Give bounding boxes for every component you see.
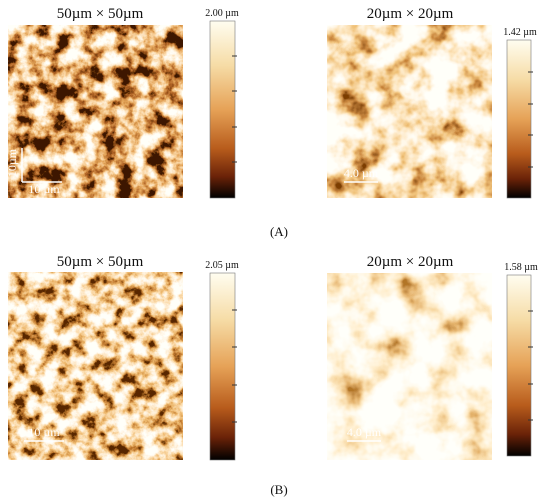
scale-bar-label: 4.0 µm [344,166,379,180]
image-title: 50µm × 50µm [57,254,144,270]
scale-bar-label: 10µm [5,148,19,177]
afm-image [8,272,183,460]
panel-label: (A) [270,224,288,239]
colorbar-ticks [528,71,533,168]
colorbar-max: 2.00 µm [205,8,239,19]
afm-image [327,25,492,198]
colorbar [209,20,236,199]
colorbar [506,274,532,457]
image-title: 20µm × 20µm [367,254,454,270]
colorbar-max: 1.58 µm [504,262,538,273]
colorbar-max: 1.42 µm [503,27,537,38]
scale-bar-label: 4.0 µm [347,425,382,439]
afm-image [327,273,492,460]
scale-bar-label: 10 µm [28,425,60,439]
colorbar-ticks [232,309,237,423]
colorbar-ticks [528,310,533,421]
image-title: 20µm × 20µm [367,6,454,22]
panel-b: 50µm × 50µm 10 µm 2.05 µm 20µm × 20µm 4.… [8,254,538,497]
afm-image [8,25,183,198]
colorbar [506,39,532,199]
image-title: 50µm × 50µm [57,6,144,22]
colorbar-max: 2.05 µm [205,260,239,271]
colorbar-ticks [232,55,237,163]
panel-label: (B) [270,482,287,497]
panel-a: 50µm × 50µm 10µm 10 µm 2.00 µm 20µm × 20… [5,6,537,239]
colorbar [209,272,236,461]
scale-bar-label: 10 µm [28,182,60,196]
